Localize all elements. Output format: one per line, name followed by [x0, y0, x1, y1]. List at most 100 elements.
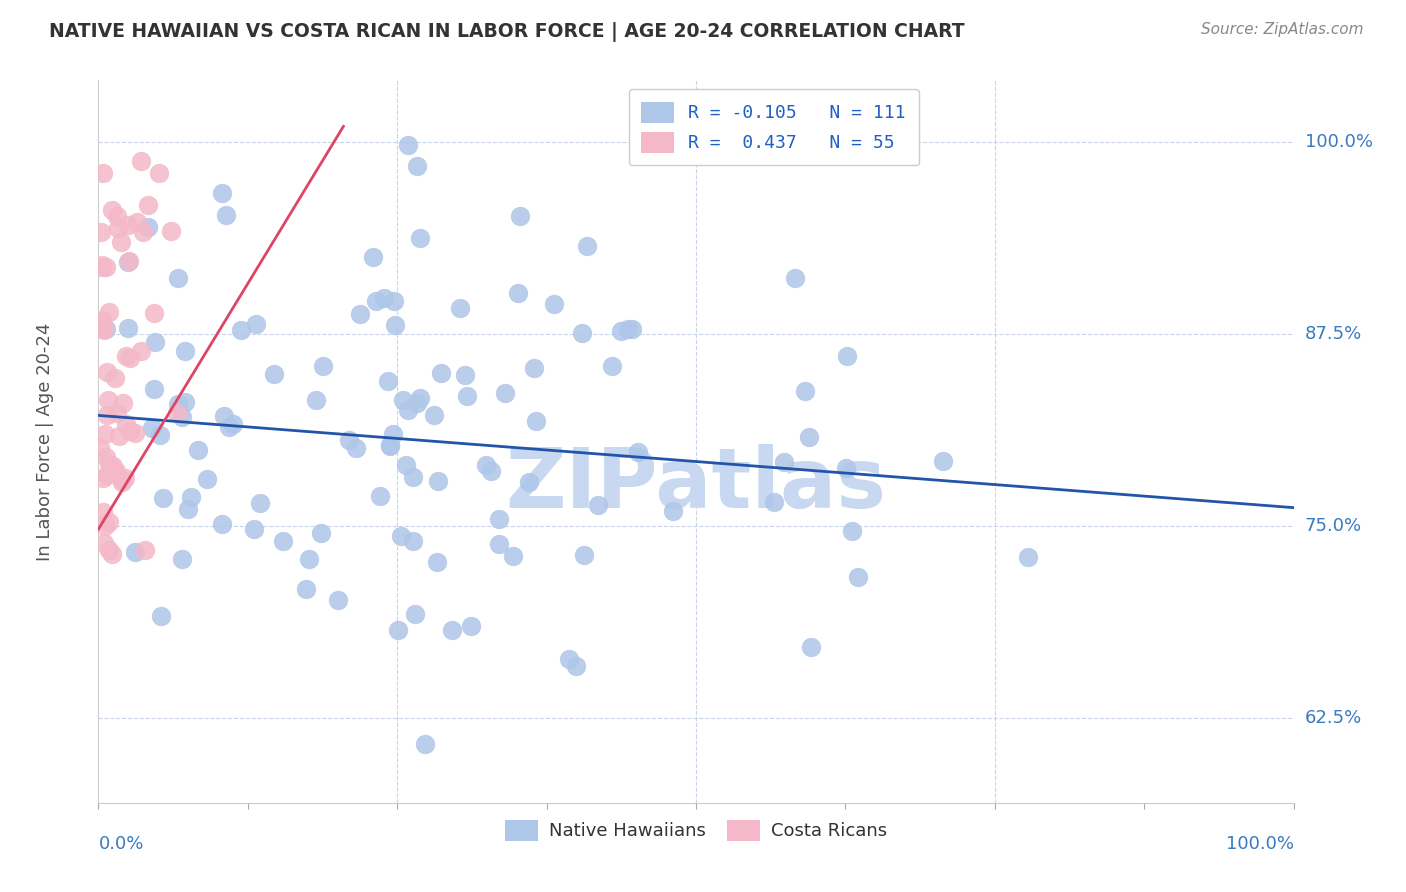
Point	[523, 361, 546, 376]
Point	[243, 522, 266, 536]
Text: Source: ZipAtlas.com: Source: ZipAtlas.com	[1201, 22, 1364, 37]
Point	[167, 397, 190, 411]
Point	[101, 459, 124, 474]
Point	[101, 202, 124, 217]
Legend: Native Hawaiians, Costa Ricans: Native Hawaiians, Costa Ricans	[498, 813, 894, 848]
Point	[427, 474, 450, 488]
Point	[212, 409, 235, 424]
Point	[797, 430, 820, 444]
Point	[174, 394, 197, 409]
Point	[423, 408, 446, 422]
Point	[373, 291, 395, 305]
Point	[111, 396, 134, 410]
Point	[94, 518, 117, 533]
Point	[231, 323, 253, 337]
Point	[94, 322, 117, 336]
Point	[166, 405, 188, 419]
Point	[170, 551, 193, 566]
Text: ZIPatlas: ZIPatlas	[506, 444, 886, 525]
Point	[174, 344, 197, 359]
Point	[108, 428, 131, 442]
Point	[115, 349, 138, 363]
Point	[249, 495, 271, 509]
Point	[131, 225, 153, 239]
Point	[218, 419, 240, 434]
Point	[211, 516, 233, 531]
Text: 87.5%: 87.5%	[1305, 325, 1362, 343]
Point	[111, 473, 134, 487]
Point	[366, 293, 388, 308]
Point	[841, 524, 863, 538]
Point	[93, 323, 115, 337]
Point	[783, 271, 806, 285]
Point	[91, 471, 114, 485]
Text: In Labor Force | Age 20-24: In Labor Force | Age 20-24	[35, 322, 53, 561]
Point	[294, 582, 316, 596]
Point	[586, 498, 609, 512]
Point	[125, 215, 148, 229]
Point	[134, 542, 156, 557]
Point	[96, 409, 118, 423]
Point	[98, 457, 121, 471]
Point	[273, 534, 295, 549]
Point	[617, 321, 640, 335]
Point	[101, 547, 124, 561]
Point	[305, 393, 328, 408]
Point	[117, 255, 139, 269]
Text: NATIVE HAWAIIAN VS COSTA RICAN IN LABOR FORCE | AGE 20-24 CORRELATION CHART: NATIVE HAWAIIAN VS COSTA RICAN IN LABOR …	[49, 22, 965, 42]
Point	[195, 472, 218, 486]
Point	[94, 426, 117, 441]
Text: 100.0%: 100.0%	[1305, 133, 1372, 151]
Point	[381, 427, 404, 442]
Point	[610, 324, 633, 338]
Point	[118, 253, 141, 268]
Point	[543, 297, 565, 311]
Point	[565, 659, 588, 673]
Point	[129, 153, 152, 168]
Point	[402, 533, 425, 548]
Point	[97, 392, 120, 407]
Point	[326, 593, 349, 607]
Point	[152, 491, 174, 505]
Text: 75.0%: 75.0%	[1305, 517, 1362, 535]
Point	[576, 239, 599, 253]
Point	[245, 318, 267, 332]
Point	[377, 374, 399, 388]
Point	[384, 318, 406, 333]
Point	[413, 737, 436, 751]
Point	[449, 301, 471, 316]
Point	[90, 225, 112, 239]
Point	[1017, 549, 1039, 564]
Point	[110, 235, 132, 250]
Point	[396, 138, 419, 153]
Point	[846, 570, 869, 584]
Text: 0.0%: 0.0%	[98, 835, 143, 854]
Point	[91, 258, 114, 272]
Point	[494, 386, 516, 401]
Point	[387, 623, 409, 637]
Point	[558, 652, 581, 666]
Point	[143, 305, 166, 319]
Point	[143, 383, 166, 397]
Point	[117, 218, 139, 232]
Point	[91, 260, 114, 274]
Point	[794, 384, 817, 398]
Point	[148, 166, 170, 180]
Point	[94, 450, 117, 465]
Point	[488, 512, 510, 526]
Point	[502, 549, 524, 563]
Point	[96, 260, 118, 274]
Point	[773, 455, 796, 469]
Point	[506, 286, 529, 301]
Point	[117, 321, 139, 335]
Point	[105, 464, 128, 478]
Point	[408, 231, 430, 245]
Point	[460, 619, 482, 633]
Point	[96, 365, 118, 379]
Point	[621, 322, 644, 336]
Point	[298, 552, 321, 566]
Point	[118, 424, 141, 438]
Point	[454, 368, 477, 383]
Point	[402, 470, 425, 484]
Point	[378, 439, 401, 453]
